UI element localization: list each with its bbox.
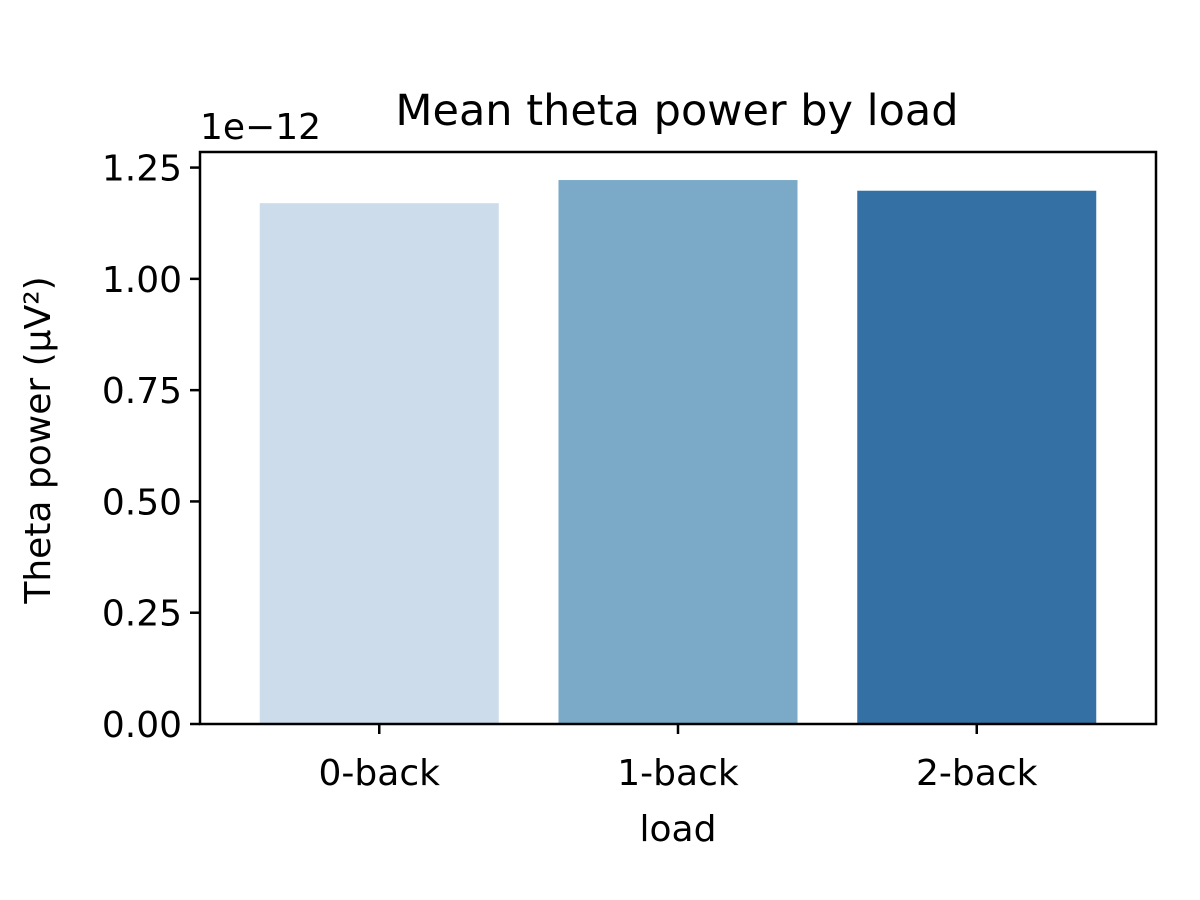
bar-1-back <box>558 180 798 724</box>
y-tick-label: 1.00 <box>102 260 182 301</box>
y-tick-label: 1.25 <box>102 149 182 190</box>
x-axis-ticks: 0-back 1-back 2-back <box>319 724 1038 794</box>
y-tick-label: 0.75 <box>102 371 182 412</box>
x-tick-label: 0-back <box>319 753 441 794</box>
y-axis-label: Theta power (µV²) <box>18 276 59 604</box>
bar-2-back <box>857 190 1097 724</box>
y-axis-offset-label: 1e−12 <box>200 107 321 148</box>
bars-group <box>259 180 1097 724</box>
plot-frame <box>198 150 1158 726</box>
x-axis-label: load <box>640 809 717 850</box>
chart-title: Mean theta power by load <box>395 86 958 136</box>
x-tick-label: 1-back <box>617 753 739 794</box>
bar-0-back <box>259 203 499 724</box>
y-tick-label: 0.00 <box>102 705 182 746</box>
y-axis-ticks: 0.00 0.25 0.50 0.75 1.00 1.25 <box>102 149 200 746</box>
y-tick-label: 0.25 <box>102 594 182 635</box>
x-tick-label: 2-back <box>916 753 1038 794</box>
y-tick-label: 0.50 <box>102 482 182 523</box>
